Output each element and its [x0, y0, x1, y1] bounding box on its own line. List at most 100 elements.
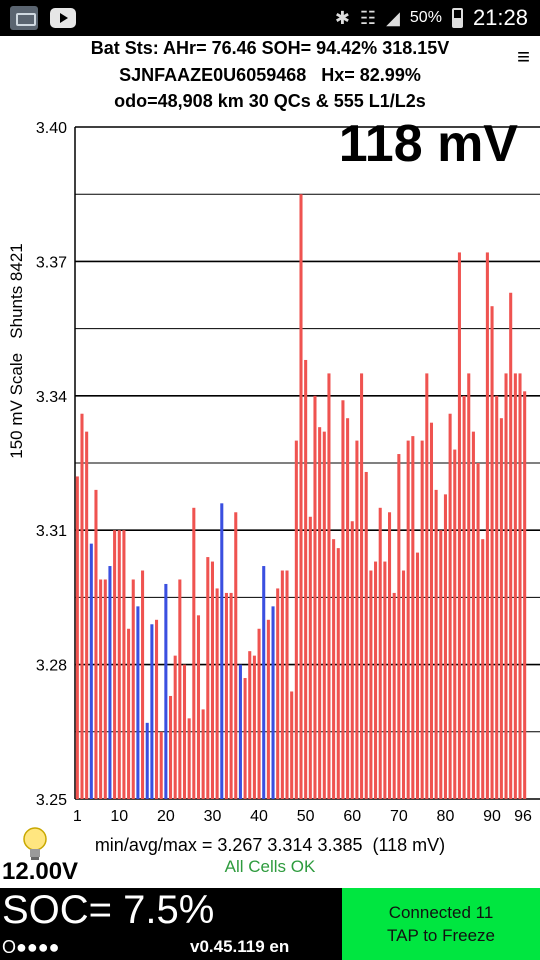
cell-bar	[425, 373, 429, 799]
tap-to-freeze-button[interactable]: Connected 11 TAP to Freeze	[342, 888, 540, 960]
cell-bar	[327, 373, 331, 799]
connect-status: Connected 11	[388, 903, 494, 922]
cell-bar	[523, 391, 527, 799]
youtube-icon	[50, 8, 76, 28]
cell-bar	[346, 418, 350, 799]
cell-bar	[201, 709, 205, 799]
y-tick-label: 3.31	[36, 523, 67, 540]
cell-bar	[276, 588, 280, 799]
cell-bar	[355, 440, 359, 799]
cell-bar	[122, 530, 126, 799]
soc-readout: SOC= 7.5%	[2, 888, 215, 932]
x-tick-label: 10	[110, 808, 128, 825]
cell-bar	[127, 628, 131, 799]
bluetooth-icon: ✱	[334, 7, 350, 28]
min-avg-max-line: min/avg/max = 3.267 3.314 3.385 (118 mV)	[94, 835, 446, 855]
cell-bar	[192, 507, 196, 799]
cell-bar	[490, 306, 494, 799]
x-tick-label: 60	[343, 808, 361, 825]
aux-battery-voltage: 12.00V	[2, 858, 79, 885]
cell-bar	[350, 521, 354, 799]
cell-bar	[401, 570, 406, 799]
cell-bar	[173, 655, 177, 799]
x-tick-label: 20	[157, 808, 175, 825]
cell-bar	[481, 539, 485, 799]
cell-bar	[322, 431, 326, 799]
y-tick-label: 3.37	[36, 254, 67, 271]
app-icon	[10, 6, 38, 30]
cell-bar	[471, 431, 475, 799]
cell-bar	[182, 664, 187, 799]
app-version: v0.45.119 en	[190, 937, 290, 956]
cell-bar	[294, 440, 298, 799]
x-tick-label: 30	[204, 808, 222, 825]
menu-icon[interactable]: ≡	[517, 44, 530, 69]
cell-bar	[392, 592, 396, 799]
cell-bar-low	[145, 722, 149, 799]
cell-bar	[434, 489, 438, 799]
cell-bar	[215, 588, 219, 799]
y-tick-label: 3.25	[36, 792, 67, 809]
cell-bar	[369, 570, 373, 799]
cell-bar	[80, 413, 84, 799]
cell-bar	[131, 579, 135, 799]
cell-bar	[243, 678, 247, 799]
status-bar: ✱ ☷ ◢ 50% 21:28	[0, 0, 540, 36]
cell-bar	[99, 579, 103, 799]
cell-bar-low	[271, 606, 275, 799]
y-tick-label: 3.34	[36, 389, 67, 406]
cell-bar-low	[238, 664, 242, 799]
cell-bar	[318, 427, 322, 799]
cell-bar-low	[150, 624, 154, 799]
cell-bar	[141, 570, 145, 799]
cell-bar	[280, 570, 284, 799]
cell-bar	[290, 691, 294, 799]
wifi-icon: ☷	[359, 7, 377, 28]
cells-status: All Cells OK	[224, 857, 316, 876]
cell-bar	[155, 619, 159, 799]
cell-bar	[210, 561, 214, 799]
cell-bar	[360, 373, 364, 799]
cell-bar	[234, 512, 238, 799]
x-tick-label: 80	[437, 808, 455, 825]
no-signal-icon: ◢	[386, 7, 400, 28]
cell-bar	[168, 695, 173, 799]
cell-bar	[336, 548, 340, 799]
freeze-label: TAP to Freeze	[386, 926, 496, 945]
cell-bar	[518, 373, 522, 799]
cell-bar	[383, 561, 387, 799]
cell-bar	[332, 539, 336, 799]
cell-bar-low	[262, 566, 266, 799]
cell-bar-low	[220, 503, 224, 799]
cell-bar	[103, 579, 107, 799]
cell-bar	[406, 440, 410, 799]
cell-bar	[415, 552, 420, 799]
y-axis-label: 150 mV Scale Shunts 8421	[7, 243, 26, 458]
cell-bar	[94, 489, 98, 799]
cell-bar	[113, 530, 117, 799]
cell-bar	[429, 422, 434, 799]
cell-bar-low	[164, 583, 168, 799]
vin-health-line: SJNFAAZE0U6059468 Hx= 82.99%	[119, 65, 421, 85]
cell-bar	[252, 655, 256, 799]
x-tick-label: 1	[73, 808, 82, 825]
cell-bar	[453, 449, 457, 799]
cell-bar	[388, 512, 392, 799]
cell-bar	[117, 530, 121, 799]
cell-bar	[159, 731, 163, 799]
cell-voltage-chart[interactable]: 3.40 3.37 3.34 3.31 3.28 3.25 1 10 20 30 40 50 60 70 8…	[0, 110, 540, 835]
cell-bar	[266, 619, 270, 799]
cell-bar	[187, 718, 191, 799]
cell-bar	[257, 628, 261, 799]
cell-bar-low	[108, 566, 112, 799]
cell-bar	[504, 373, 508, 799]
battery-percent: 50%	[409, 9, 442, 26]
odometer-line: odo=48,908 km 30 QCs & 555 L1/L2s	[114, 91, 426, 111]
lightbulb-icon[interactable]	[20, 826, 50, 867]
cell-bar	[378, 507, 382, 799]
cell-bar	[448, 413, 452, 799]
cell-bar	[248, 651, 252, 799]
cell-bar	[495, 395, 499, 799]
x-tick-label: 70	[390, 808, 408, 825]
cell-bar	[457, 252, 461, 799]
